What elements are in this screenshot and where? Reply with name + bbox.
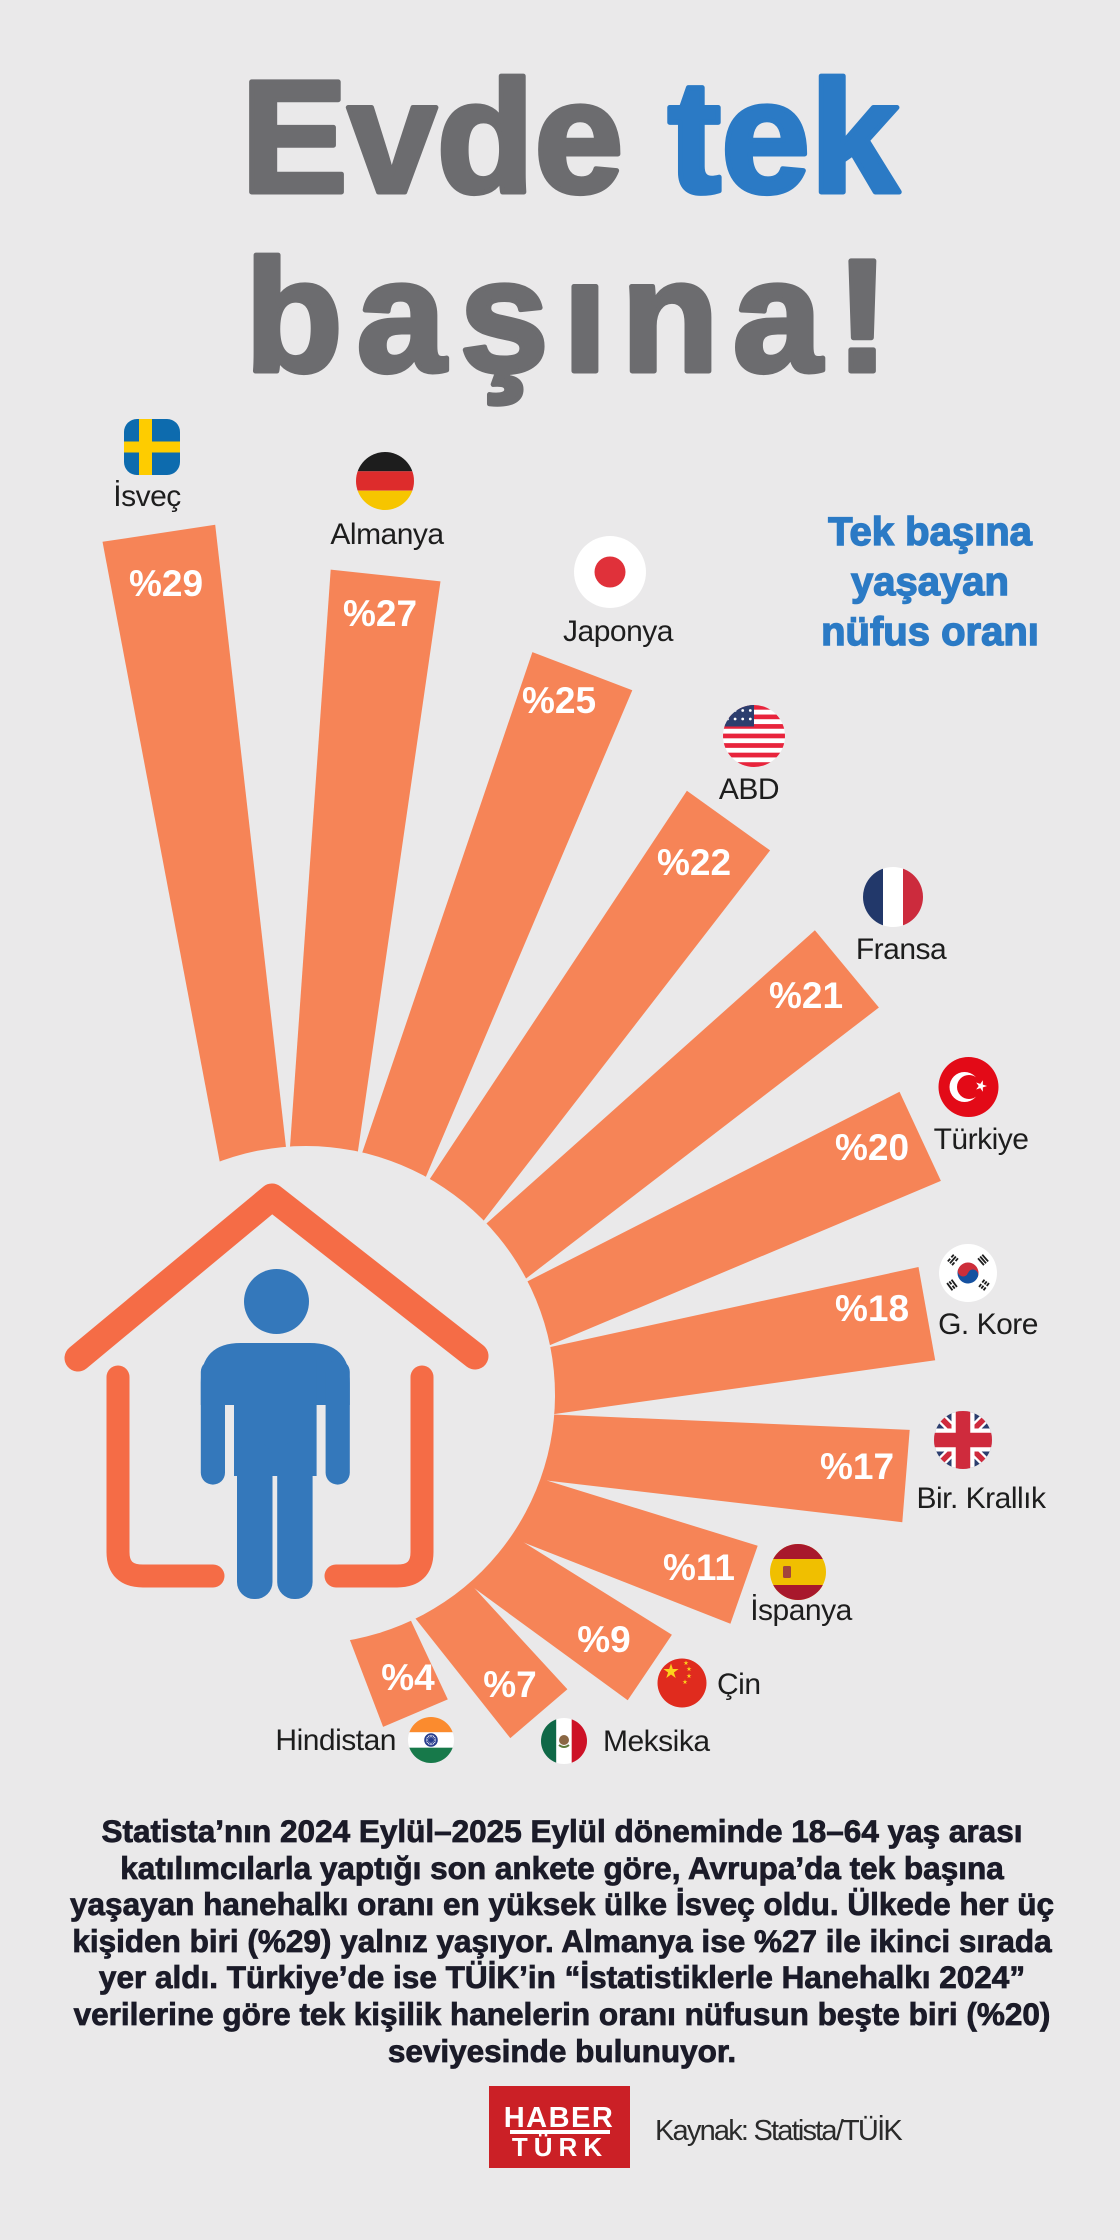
svg-text:Tek başına: Tek başına: [828, 510, 1033, 554]
svg-text:Japonya: Japonya: [563, 615, 674, 648]
svg-text:%20: %20: [835, 1127, 909, 1168]
svg-text:kişiden biri (%29) yalnız yaşı: kişiden biri (%29) yalnız yaşıyor. Alman…: [72, 1923, 1052, 1959]
svg-text:%27: %27: [343, 593, 417, 634]
svg-text:%17: %17: [820, 1446, 894, 1487]
svg-text:%7: %7: [483, 1664, 536, 1705]
svg-text:Hindistan: Hindistan: [275, 1724, 396, 1757]
svg-text:Meksika: Meksika: [603, 1725, 710, 1758]
svg-text:Fransa: Fransa: [856, 933, 947, 966]
svg-text:Çin: Çin: [717, 1668, 761, 1701]
svg-text:başına!: başına!: [245, 226, 903, 405]
svg-text:yer aldı. Türkiye’de ise TÜİK’: yer aldı. Türkiye’de ise TÜİK’in “İstati…: [99, 1959, 1025, 1995]
svg-text:İspanya: İspanya: [750, 1594, 852, 1627]
svg-text:%4: %4: [381, 1657, 435, 1698]
svg-text:nüfus oranı: nüfus oranı: [821, 610, 1039, 654]
svg-text:%21: %21: [769, 975, 843, 1016]
svg-text:TÜRK: TÜRK: [512, 2132, 608, 2162]
svg-text:ABD: ABD: [719, 773, 779, 806]
svg-text:katılımcılarla yaptığı son ank: katılımcılarla yaptığı son ankete göre, …: [120, 1850, 1004, 1886]
svg-text:yaşayan hanehalkı oranı en yük: yaşayan hanehalkı oranı en yüksek ülke İ…: [70, 1886, 1054, 1922]
svg-text:%18: %18: [835, 1288, 909, 1329]
svg-text:HABER: HABER: [504, 2102, 615, 2134]
svg-text:%11: %11: [663, 1547, 735, 1588]
svg-text:Kaynak: Statista/TÜİK: Kaynak: Statista/TÜİK: [655, 2114, 903, 2147]
svg-text:Statista’nın 2024 Eylül–2025 E: Statista’nın 2024 Eylül–2025 Eylül dönem…: [102, 1813, 1023, 1849]
svg-text:verilerine göre tek kişilik ha: verilerine göre tek kişilik hanelerin or…: [74, 1996, 1051, 2032]
svg-text:%9: %9: [577, 1619, 630, 1660]
svg-text:İsveç: İsveç: [113, 480, 181, 513]
svg-text:Türkiye: Türkiye: [934, 1123, 1029, 1156]
svg-text:%25: %25: [522, 680, 596, 721]
svg-text:yaşayan: yaşayan: [851, 560, 1009, 604]
svg-text:Bir. Krallık: Bir. Krallık: [916, 1482, 1047, 1515]
svg-text:G. Kore: G. Kore: [938, 1308, 1038, 1341]
svg-text:seviyesinde bulunuyor.: seviyesinde bulunuyor.: [388, 2033, 736, 2069]
svg-text:Evde tek: Evde tek: [241, 47, 900, 226]
svg-text:%22: %22: [657, 842, 731, 883]
svg-text:%29: %29: [129, 563, 203, 604]
svg-text:Almanya: Almanya: [330, 518, 444, 551]
